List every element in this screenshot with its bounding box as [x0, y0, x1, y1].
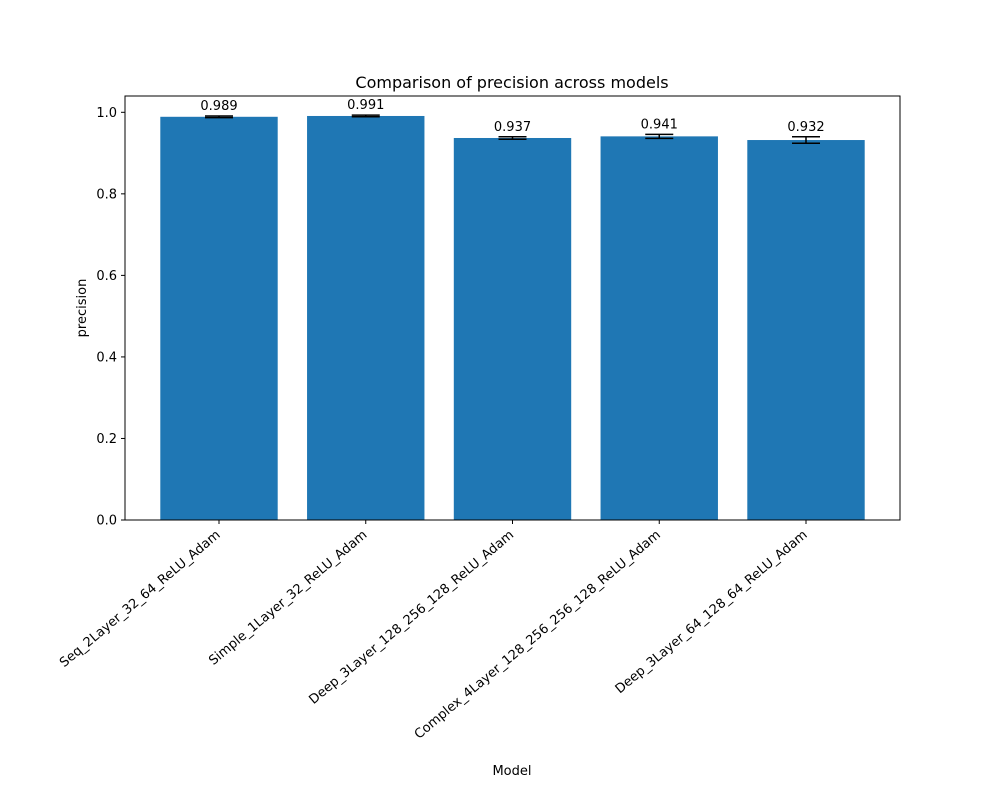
x-tick-label: Complex_4Layer_128_256_256_128_ReLU_Adam	[412, 528, 664, 743]
error-bar	[498, 136, 527, 140]
x-tick-label: Simple_1Layer_32_ReLU_Adam	[206, 528, 370, 669]
y-axis: 0.0 0.2 0.4 0.6 0.8 1.0	[96, 106, 125, 529]
y-tick-label: 0.4	[96, 350, 117, 365]
chart-title: Comparison of precision across models	[355, 73, 668, 92]
errorbars-layer	[205, 114, 820, 145]
error-bar	[792, 136, 820, 145]
bar	[453, 137, 572, 520]
value-label: 0.941	[641, 117, 678, 132]
x-axis-title: Model	[492, 764, 531, 779]
value-label: 0.937	[494, 120, 531, 135]
value-label: 0.991	[347, 98, 384, 113]
y-tick-label: 1.0	[96, 106, 117, 121]
x-tick-label: Seq_2Layer_32_64_ReLU_Adam	[57, 528, 223, 671]
y-tick-label: 0.8	[96, 187, 117, 202]
y-axis-title: precision	[75, 279, 90, 338]
error-bar	[645, 133, 674, 140]
bar	[747, 140, 865, 520]
bar	[160, 116, 278, 521]
value-labels-layer: 0.989 0.991 0.937 0.941 0.932	[200, 98, 824, 135]
y-tick-label: 0.6	[96, 269, 117, 284]
y-tick-label: 0.2	[96, 432, 117, 447]
bar	[307, 115, 425, 520]
value-label: 0.932	[787, 120, 824, 135]
bars-layer	[160, 115, 865, 521]
bar	[600, 136, 718, 520]
error-bar	[205, 115, 233, 119]
value-label: 0.989	[200, 99, 237, 114]
y-tick-label: 0.0	[96, 514, 117, 529]
error-bar	[351, 114, 380, 118]
x-axis: Seq_2Layer_32_64_ReLU_AdamSimple_1Layer_…	[57, 520, 811, 743]
